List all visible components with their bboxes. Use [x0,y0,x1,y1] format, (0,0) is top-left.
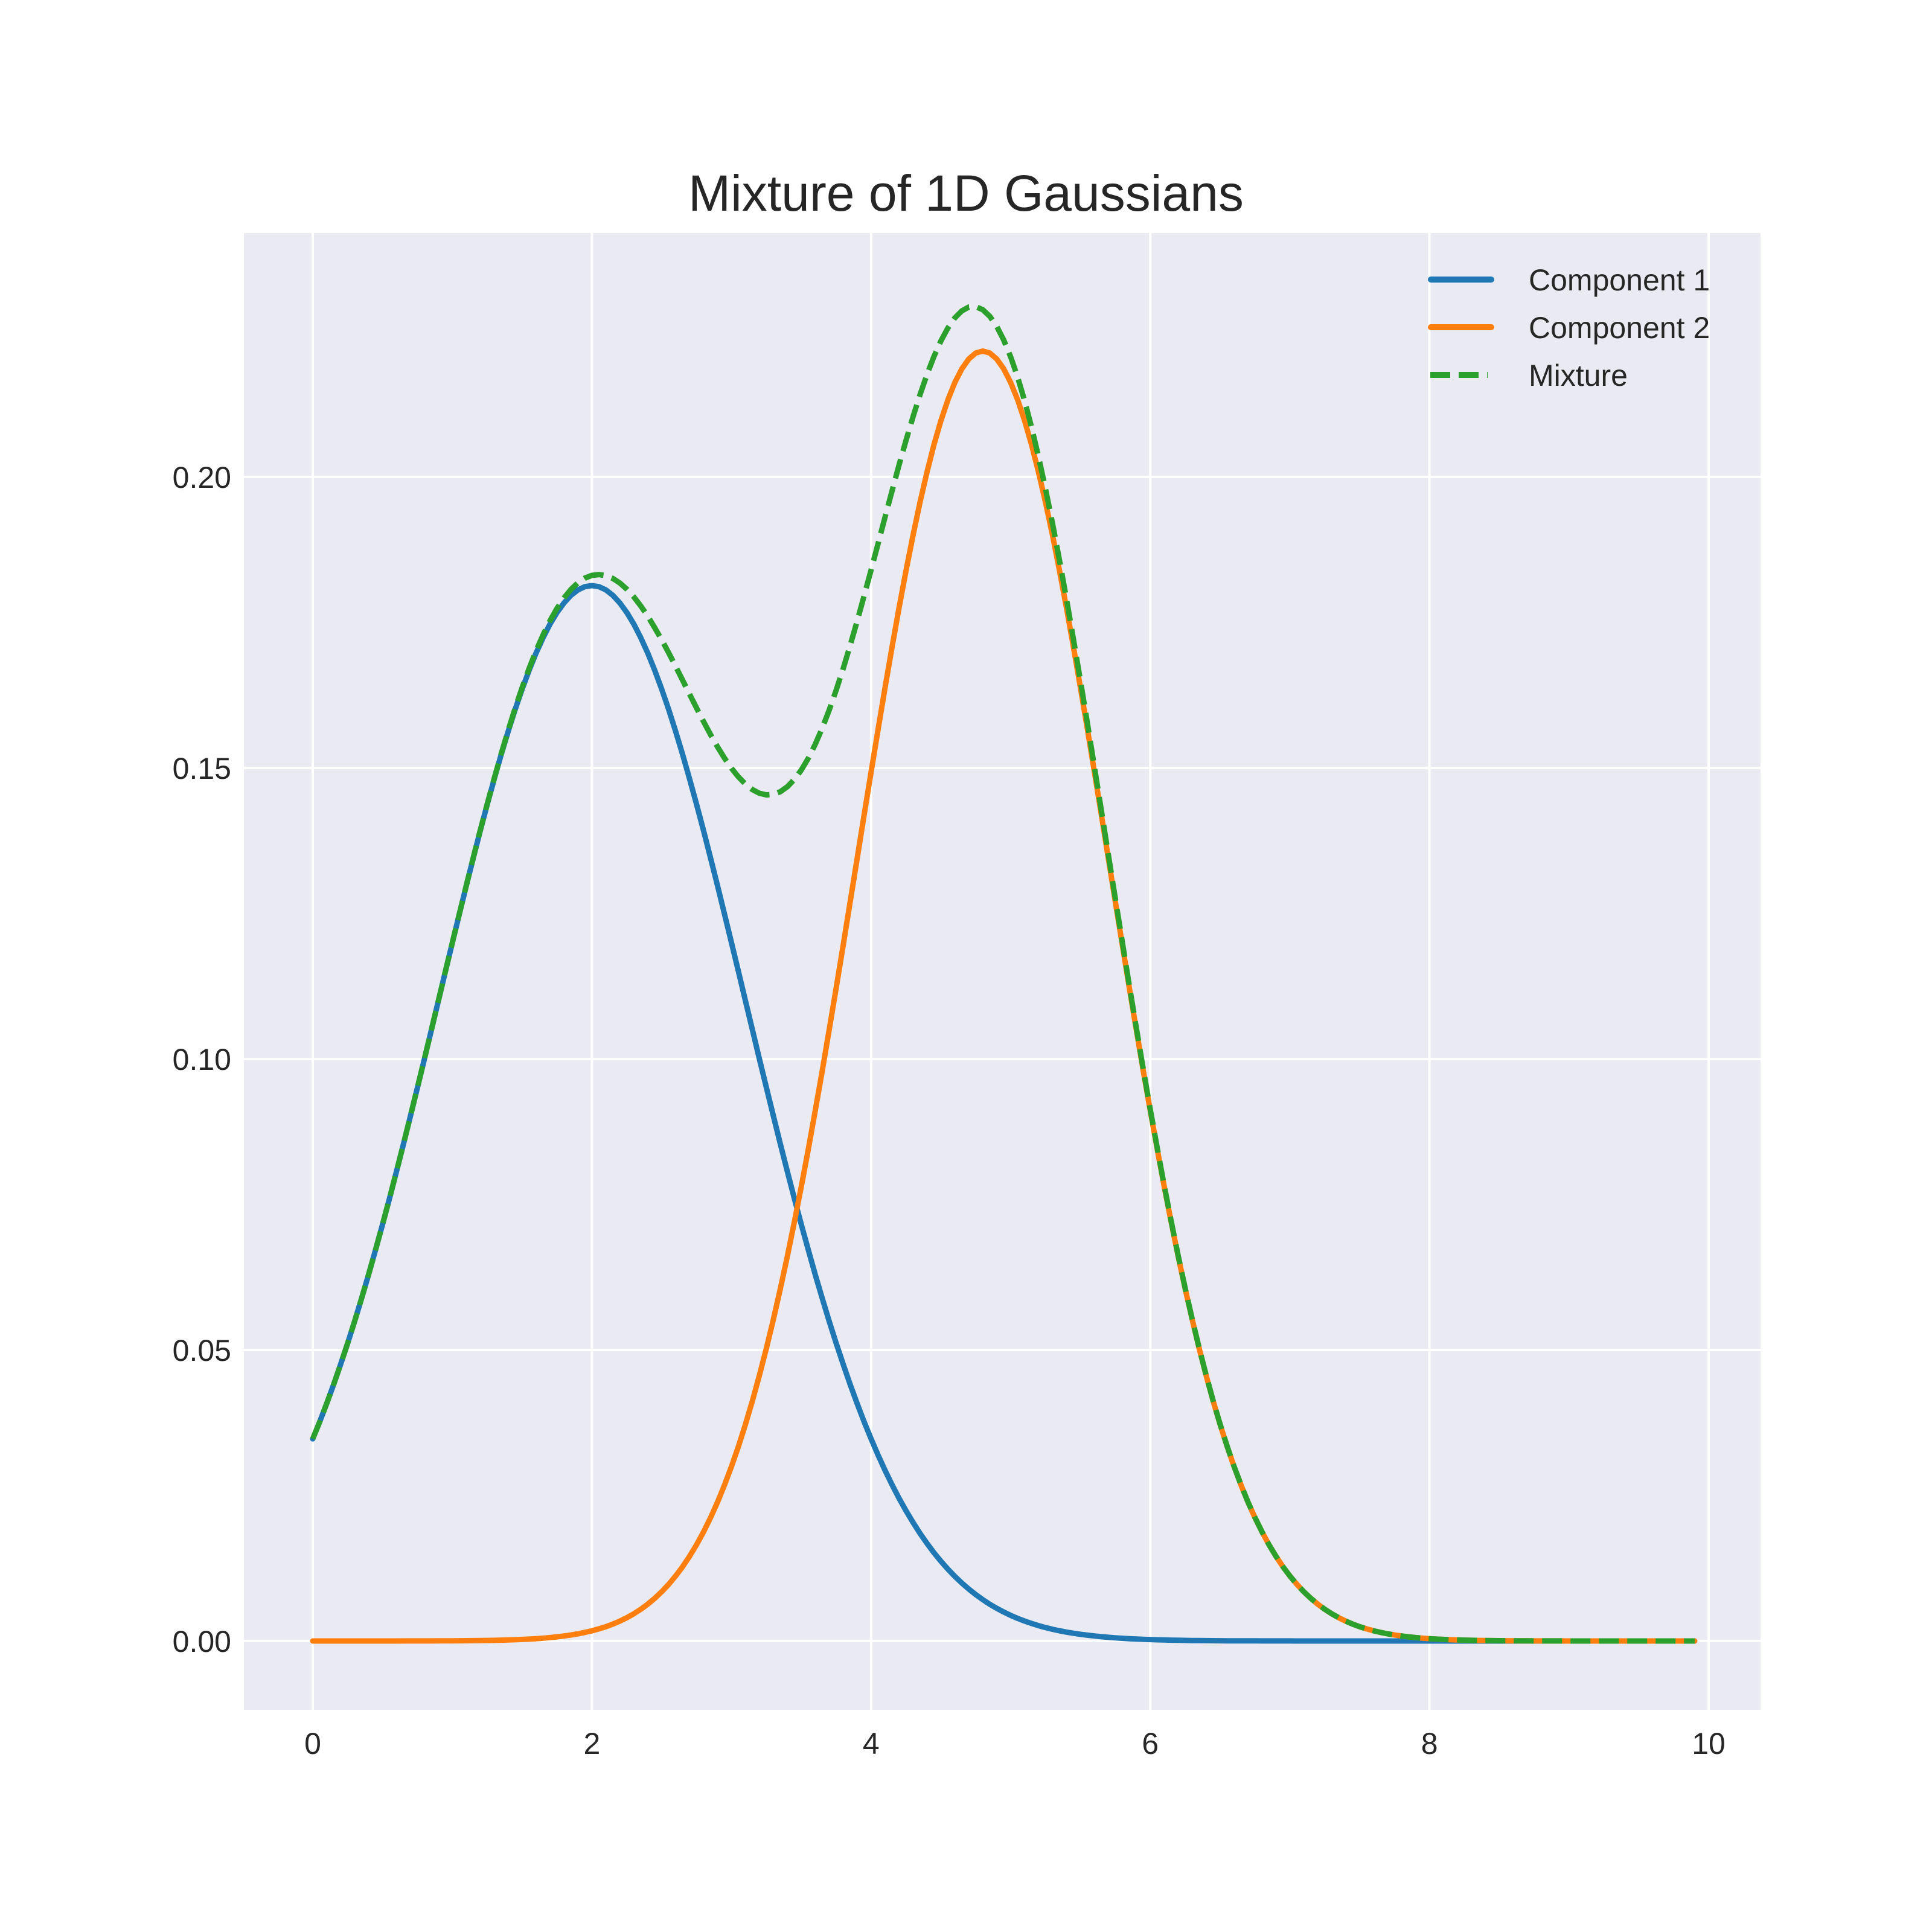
y-axis-ticks: 0.00 0.05 0.10 0.15 0.20 [173,461,231,1659]
x-tick-label: 6 [1142,1727,1159,1761]
y-tick-label: 0.00 [173,1625,231,1659]
series-layer [310,304,1698,1644]
x-tick-label: 10 [1692,1727,1726,1761]
x-tick-label: 0 [304,1727,321,1761]
series-line-mixture [310,304,1695,1644]
x-tick-label: 2 [583,1727,600,1761]
x-tick-label: 4 [863,1727,880,1761]
chart-title: Mixture of 1D Gaussians [688,165,1244,222]
x-axis-ticks: 0 2 4 6 8 10 [304,1727,1726,1761]
y-tick-label: 0.05 [173,1334,231,1367]
y-tick-label: 0.15 [173,752,231,785]
x-tick-label: 8 [1421,1727,1438,1761]
y-tick-label: 0.20 [173,461,231,494]
legend-label: Component 2 [1529,311,1710,345]
legend-label: Component 1 [1529,263,1710,297]
legend-label: Mixture [1529,359,1628,392]
y-tick-label: 0.10 [173,1043,231,1076]
grid-lines [244,233,1761,1710]
legend: Component 1 Component 2 Mixture [1428,263,1710,392]
plot-area [244,233,1761,1710]
